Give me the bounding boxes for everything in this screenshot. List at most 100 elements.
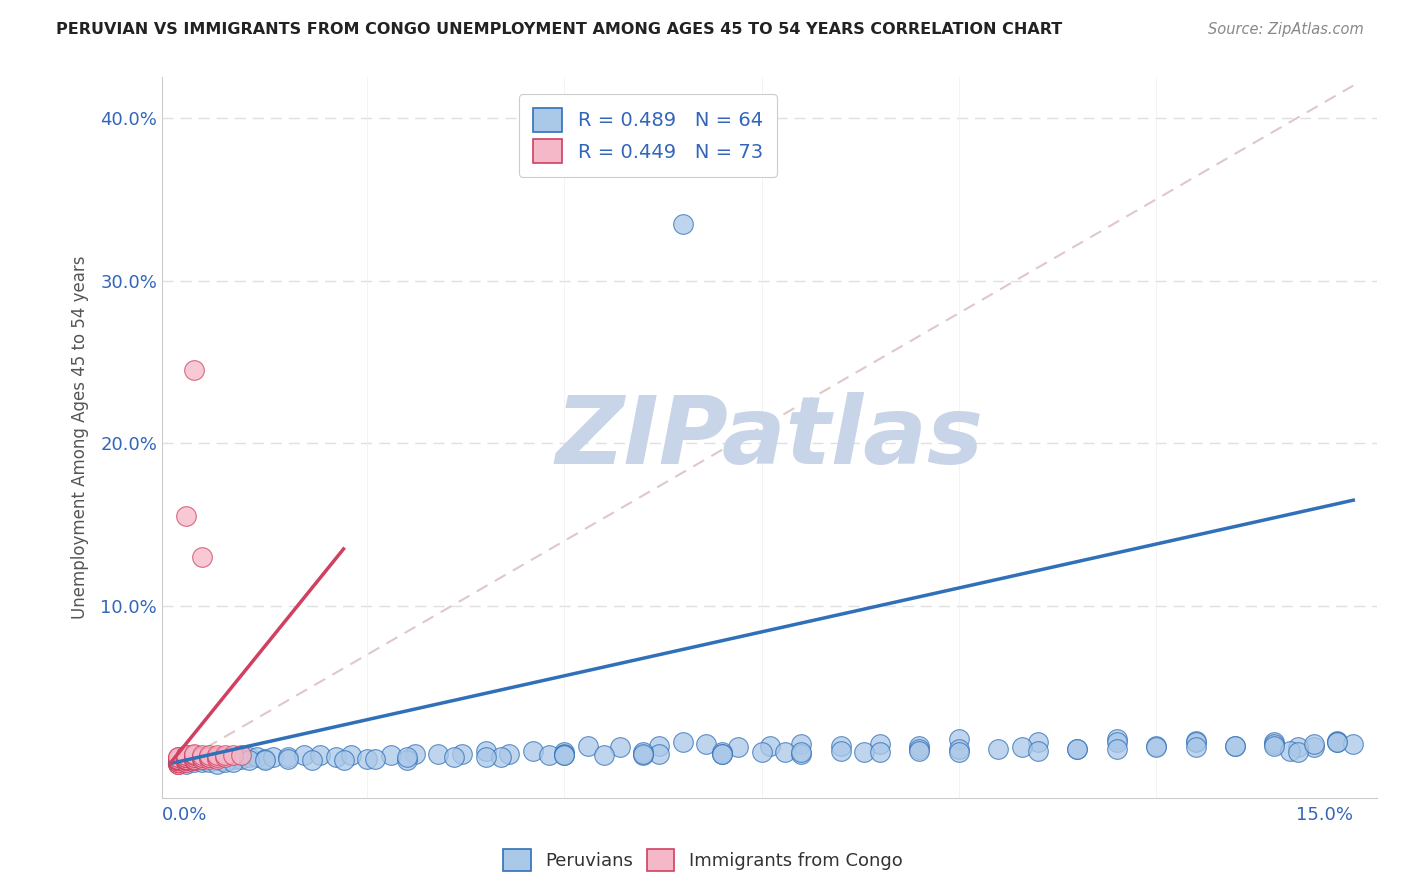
Point [908, 739, 931, 753]
Text: ZIPatlas: ZIPatlas [555, 392, 984, 483]
Point [553, 748, 575, 763]
Point [174, 753, 197, 767]
Legend: Peruvians, Immigrants from Congo: Peruvians, Immigrants from Congo [496, 842, 910, 879]
Point [301, 753, 323, 767]
Point [167, 752, 190, 766]
Point [853, 745, 876, 759]
Point [1279, 743, 1302, 757]
Text: 15.0%: 15.0% [1296, 805, 1353, 824]
Point [1326, 735, 1348, 749]
Point [207, 756, 229, 771]
Point [174, 750, 197, 764]
Point [340, 748, 363, 763]
Point [1302, 740, 1324, 755]
Point [1184, 735, 1206, 749]
Point [277, 752, 299, 766]
Legend: R = 0.489   N = 64, R = 0.449   N = 73: R = 0.489 N = 64, R = 0.449 N = 73 [519, 95, 776, 177]
Point [1011, 740, 1033, 755]
Point [174, 750, 197, 764]
Point [987, 742, 1010, 756]
Point [174, 755, 197, 769]
Point [214, 753, 236, 767]
Point [183, 750, 205, 764]
Point [167, 753, 190, 767]
Point [183, 748, 205, 763]
Point [1263, 739, 1285, 753]
Point [277, 750, 299, 764]
Point [633, 748, 655, 763]
Point [198, 752, 221, 766]
Point [167, 753, 190, 767]
Point [183, 752, 205, 766]
Point [167, 755, 190, 769]
Point [167, 753, 190, 767]
Point [183, 753, 205, 767]
Point [167, 753, 190, 767]
Point [576, 739, 599, 753]
Point [190, 550, 212, 565]
Point [790, 737, 813, 751]
Point [648, 747, 671, 761]
Point [427, 747, 450, 761]
Point [553, 747, 575, 761]
Point [648, 739, 671, 753]
Point [672, 735, 695, 749]
Point [1263, 737, 1285, 751]
Point [183, 755, 205, 769]
Point [332, 753, 354, 767]
Point [174, 753, 197, 767]
Point [830, 743, 852, 757]
Point [727, 740, 749, 755]
Point [190, 752, 212, 766]
Point [167, 752, 190, 766]
Point [190, 753, 212, 767]
Point [1223, 739, 1246, 753]
Point [1184, 740, 1206, 755]
Point [1286, 740, 1309, 755]
Point [1026, 735, 1049, 749]
Point [183, 748, 205, 763]
Point [174, 753, 197, 767]
Text: Source: ZipAtlas.com: Source: ZipAtlas.com [1208, 22, 1364, 37]
Point [167, 752, 190, 766]
Point [214, 753, 236, 767]
Point [174, 753, 197, 767]
Point [207, 750, 229, 764]
Point [395, 753, 418, 767]
Point [207, 753, 229, 767]
Point [167, 750, 190, 764]
Point [174, 753, 197, 767]
Point [830, 739, 852, 753]
Point [948, 732, 970, 747]
Point [174, 509, 197, 524]
Point [174, 756, 197, 771]
Point [167, 755, 190, 769]
Point [1144, 739, 1167, 753]
Point [1184, 734, 1206, 748]
Point [474, 750, 496, 764]
Point [498, 747, 520, 761]
Point [167, 756, 190, 771]
Point [380, 748, 402, 763]
Point [356, 752, 378, 766]
Point [167, 752, 190, 766]
Point [1105, 732, 1128, 747]
Point [207, 748, 229, 763]
Point [167, 756, 190, 771]
Point [183, 753, 205, 767]
Point [190, 750, 212, 764]
Point [174, 753, 197, 767]
Point [183, 753, 205, 767]
Point [167, 753, 190, 767]
Point [167, 753, 190, 767]
Point [443, 750, 465, 764]
Point [167, 753, 190, 767]
Point [1223, 739, 1246, 753]
Point [190, 752, 212, 766]
Point [1341, 737, 1364, 751]
Point [908, 743, 931, 757]
Point [167, 753, 190, 767]
Point [174, 753, 197, 767]
Point [948, 745, 970, 759]
Point [183, 753, 205, 767]
